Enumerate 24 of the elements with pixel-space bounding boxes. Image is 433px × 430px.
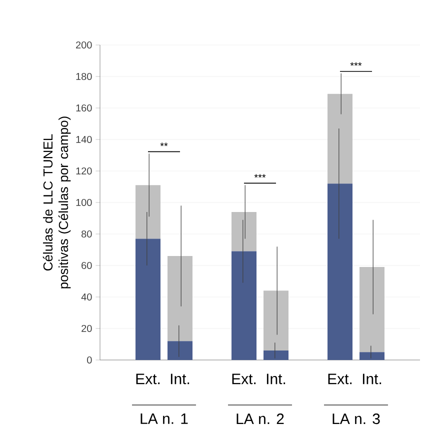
x-tick-label: Ext. <box>232 374 256 384</box>
x-tick-label: Ext. <box>136 374 160 384</box>
text: LA n. 2 <box>236 414 284 424</box>
y-tick-label: 100 <box>76 198 92 206</box>
y-tick-label: 200 <box>76 41 92 49</box>
x-tick-label: Int. <box>170 374 190 384</box>
annotation: *** <box>254 174 266 178</box>
y-axis-title: Células de LLC TUNEL positivas (Células por campo) <box>42 116 71 288</box>
y-tick-label: 120 <box>76 167 92 175</box>
y-tick-label: 160 <box>76 104 92 112</box>
y-tick-label: 20 <box>82 324 92 332</box>
x-tick-label: Int. <box>362 374 382 384</box>
y-tick-label: 80 <box>82 230 92 238</box>
y-tick-label: 180 <box>76 72 92 80</box>
y-tick-label: 40 <box>81 293 92 301</box>
y-tick-label: 0 <box>87 356 92 364</box>
text: LA n. 1 <box>140 414 188 424</box>
x-tick-label: Ext. <box>328 374 352 384</box>
y-tick-label: 140 <box>76 136 92 144</box>
annotation: *** <box>350 62 362 66</box>
text: LA n. 3 <box>332 414 380 424</box>
x-tick-label: Int. <box>266 374 286 384</box>
annotation: ** <box>160 142 168 146</box>
y-tick-label: 60 <box>82 262 92 270</box>
